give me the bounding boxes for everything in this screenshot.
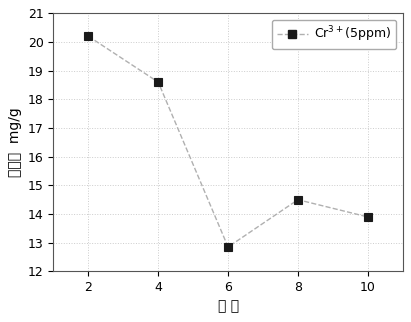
- X-axis label: 配 比: 配 比: [217, 300, 239, 314]
- Y-axis label: 吸附量  mg/g: 吸附量 mg/g: [8, 108, 22, 177]
- Legend: Cr$^{3+}$(5ppm): Cr$^{3+}$(5ppm): [272, 20, 397, 49]
